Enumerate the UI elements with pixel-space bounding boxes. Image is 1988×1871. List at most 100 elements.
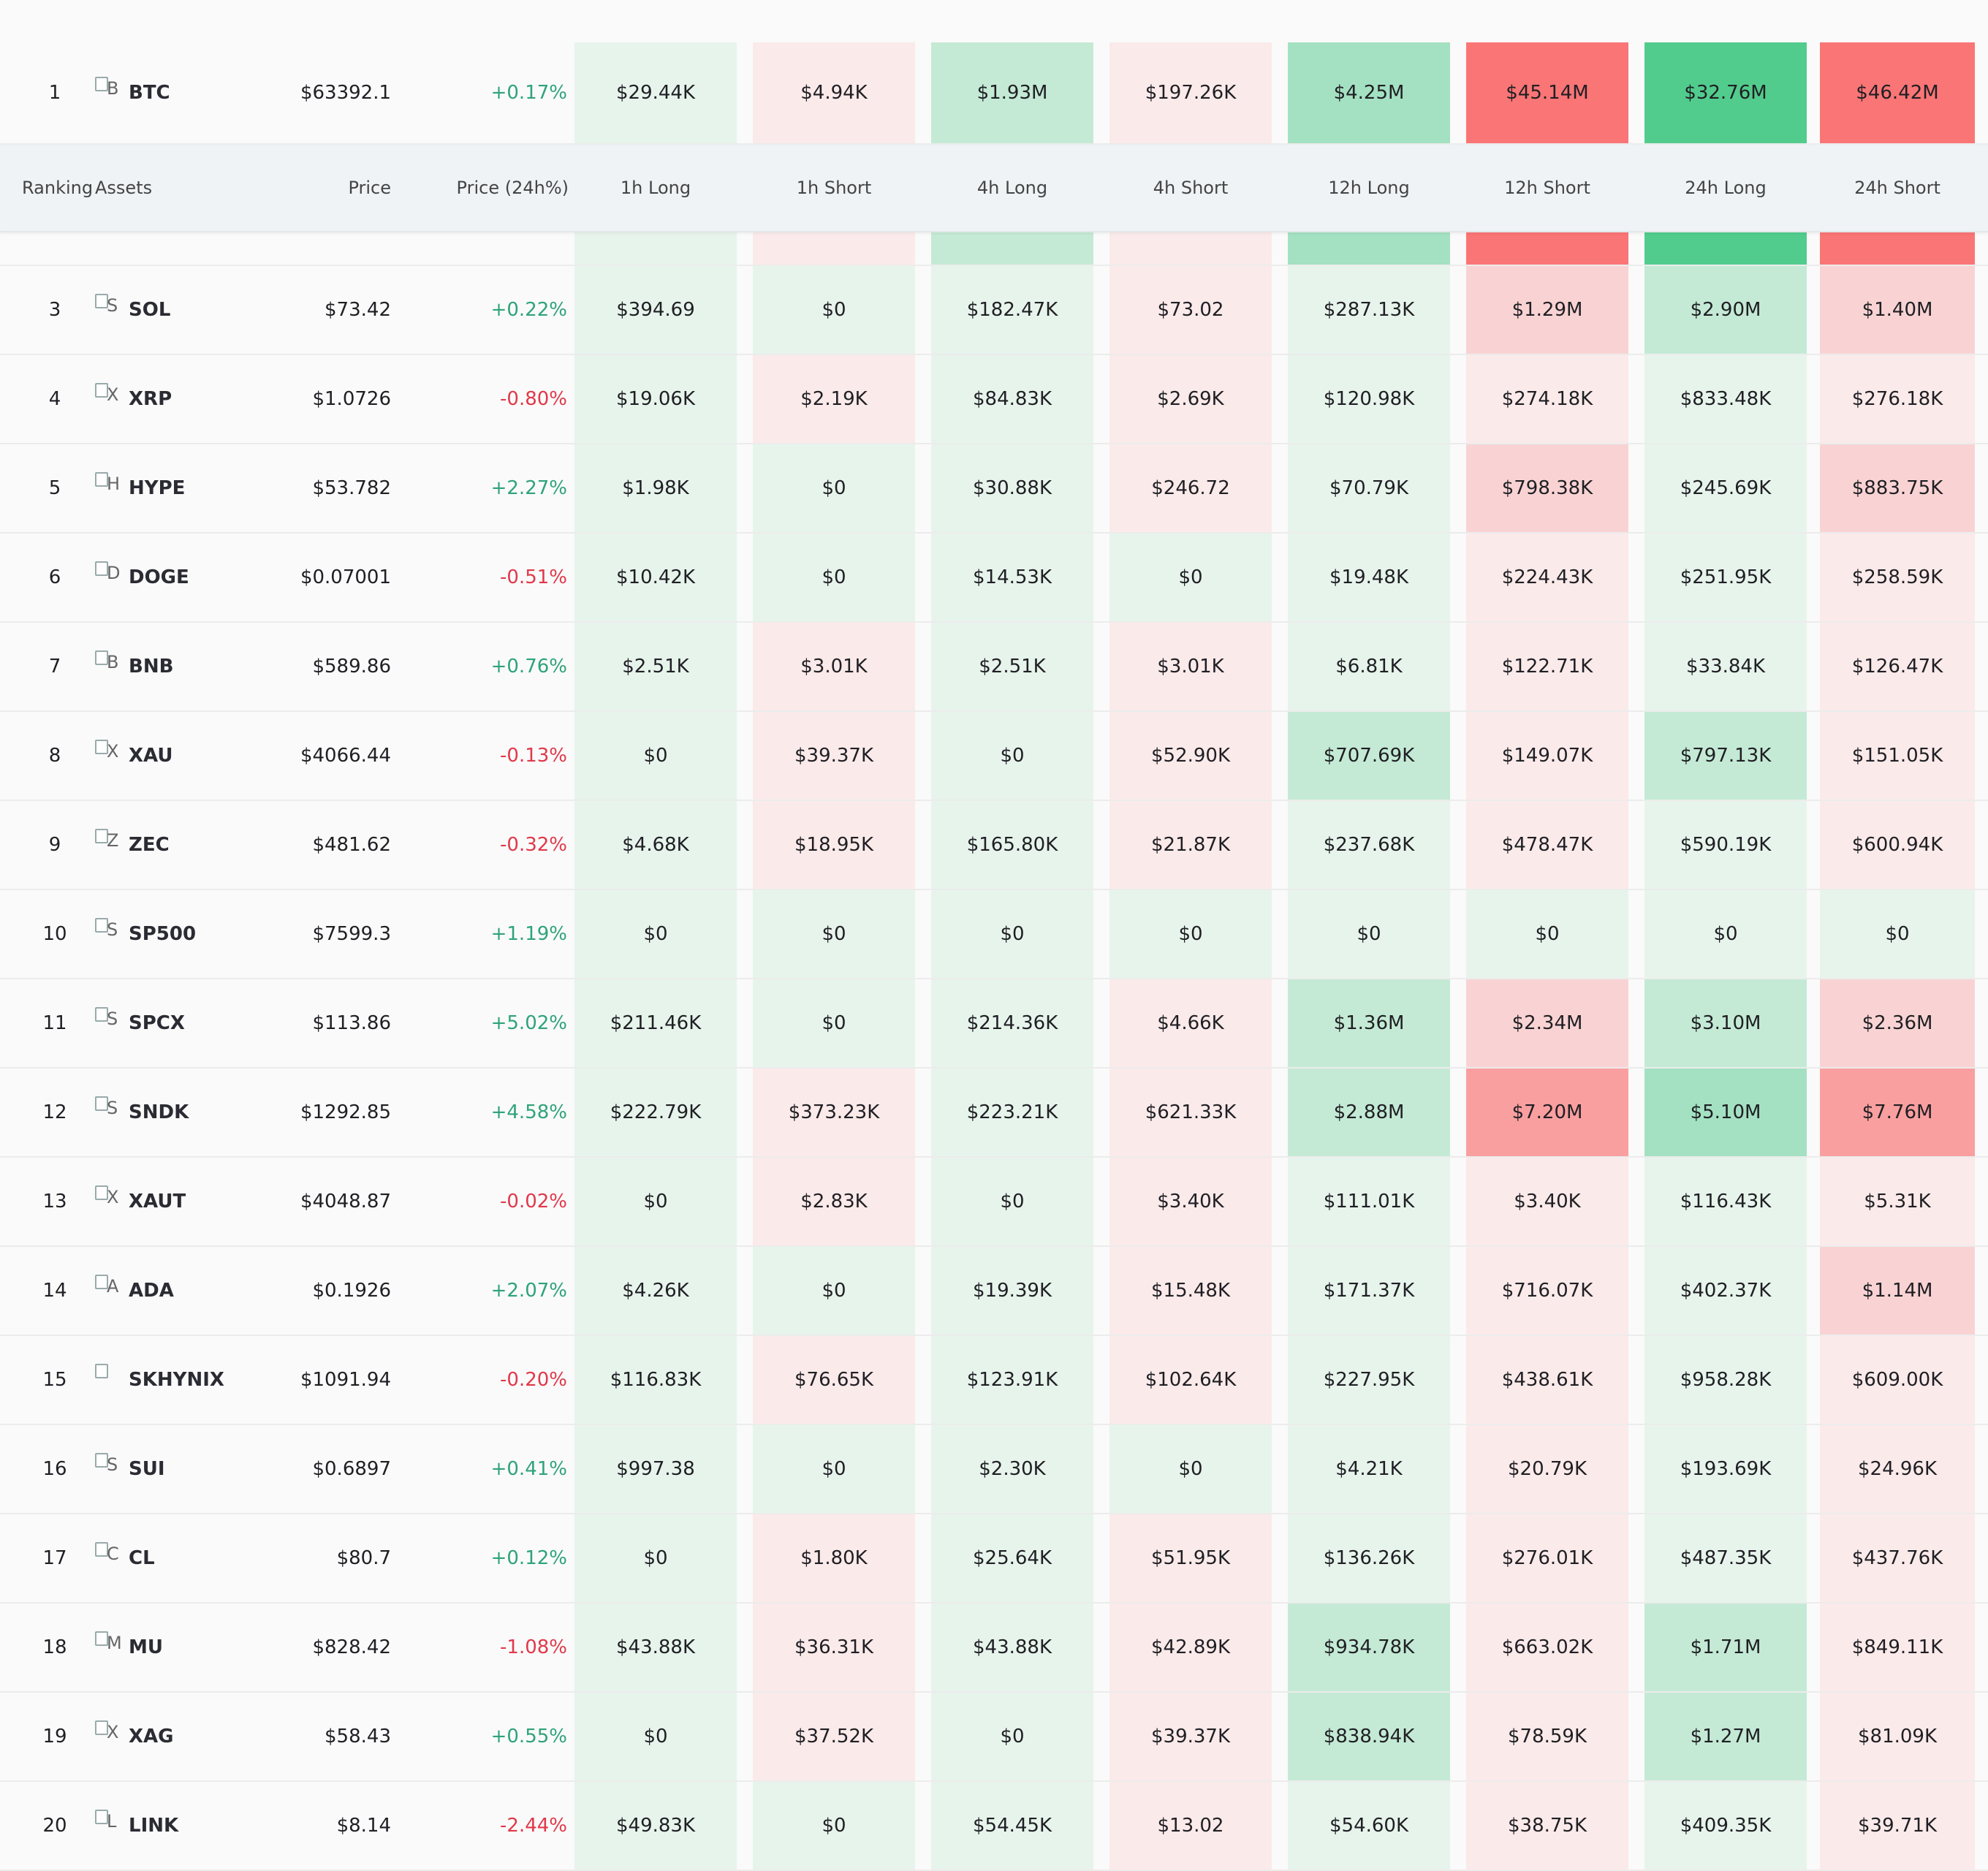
asset-symbol[interactable]: BNB [129, 656, 174, 678]
table-row[interactable]: 7 B BNB $589.86 +0.76% $2.51K $3.01K $2.51K $3.0… [0, 623, 1988, 712]
change-cell: +0.41% [490, 1458, 567, 1480]
table-row[interactable]: 12 S SNDK $1292.85 +4.58% $222.79K $373.23K $22… [0, 1069, 1988, 1158]
asset-symbol[interactable]: LINK [129, 1815, 179, 1837]
liquidation-value-cell: $274.18K [1466, 355, 1628, 443]
asset-cell[interactable]: X XRP [95, 355, 285, 443]
liquidation-value-cell: $590.19K [1644, 801, 1807, 889]
change-cell: -0.02% [500, 1191, 567, 1212]
asset-symbol[interactable]: XRP [129, 388, 172, 410]
table-row[interactable]: 18 M MU $828.42 -1.08% $43.88K $36.31K $43.88K $… [0, 1604, 1988, 1693]
liquidation-value-cell: $0 [753, 266, 915, 354]
asset-symbol[interactable]: SNDK [129, 1101, 189, 1123]
asset-cell[interactable]: Z ZEC [95, 801, 285, 889]
header-ranking[interactable]: Ranking [22, 178, 94, 198]
liquidation-value-cell: $19.39K [931, 1247, 1093, 1335]
asset-cell[interactable]: C CL [95, 1514, 285, 1602]
price-cell: $481.62 [312, 834, 391, 856]
asset-logo-icon: C [95, 1541, 124, 1567]
header-4h-long[interactable]: 4h Long [976, 178, 1048, 198]
liquidation-value-cell: $251.95K [1644, 534, 1807, 621]
asset-cell[interactable]: B BTC [95, 42, 285, 143]
asset-symbol[interactable]: ZEC [129, 834, 170, 856]
asset-cell[interactable]: S SUI [95, 1425, 285, 1513]
asset-symbol[interactable]: CL [129, 1547, 155, 1569]
table-row[interactable]: 13 X XAUT $4048.87 -0.02% $0 $2.83K $0 $3.40K $11… [0, 1158, 1988, 1247]
table-row[interactable]: 1 B BTC $63392.1 +0.17% $29.44K $4.94K $1.93M $1… [0, 42, 1988, 145]
rank-cell: 13 [42, 1191, 67, 1212]
asset-cell[interactable]: H HYPE [95, 444, 285, 532]
table-row[interactable]: 3 S SOL $73.42 +0.22% $394.69 $0 $182.47K $73.02… [0, 266, 1988, 355]
header-24h-long[interactable]: 24h Long [1685, 178, 1767, 198]
asset-logo-letter: M [107, 1633, 122, 1653]
asset-cell[interactable]: X XAG [95, 1693, 285, 1780]
asset-symbol[interactable]: ADA [129, 1280, 174, 1302]
rank-cell: 3 [48, 299, 61, 321]
asset-logo-letter: S [107, 1009, 118, 1029]
table-row[interactable]: 6 D DOGE $0.07001 -0.51% $10.42K $0 $14.53K $0 $1… [0, 534, 1988, 623]
header-price[interactable]: Price [348, 178, 391, 198]
asset-symbol[interactable]: SOL [129, 299, 171, 321]
asset-cell[interactable]: L LINK [95, 1782, 285, 1870]
table-row[interactable]: 17 C CL $80.7 +0.12% $0 $1.80K $25.64K $51.95K $1… [0, 1514, 1988, 1604]
header-24h-short[interactable]: 24h Short [1854, 178, 1940, 198]
header-assets[interactable]: Assets [95, 178, 153, 198]
table-row[interactable]: 10 S SP500 $7599.3 +1.19% $0 $0 $0 $0 $0 $0 $0 $0 [0, 890, 1988, 979]
table-row[interactable]: 16 S SUI $0.6897 +0.41% $997.38 $0 $2.30K $0 $4.2… [0, 1425, 1988, 1514]
asset-cell[interactable]: D DOGE [95, 534, 285, 621]
table-row[interactable]: 14 A ADA $0.1926 +2.07% $4.26K $0 $19.39K $15.48… [0, 1247, 1988, 1336]
price-cell: $4048.87 [300, 1191, 391, 1212]
asset-symbol[interactable]: BTC [129, 82, 170, 104]
header-change[interactable]: Price (24h%) [456, 178, 569, 198]
header-1h-short[interactable]: 1h Short [796, 178, 872, 198]
asset-symbol[interactable]: XAG [129, 1726, 174, 1747]
table-row[interactable]: 4 X XRP $1.0726 -0.80% $19.06K $2.19K $84.83K $2… [0, 355, 1988, 444]
asset-symbol[interactable]: DOGE [129, 566, 189, 588]
liquidation-value-cell: $2.36M [1820, 979, 1975, 1067]
asset-symbol[interactable]: MU [129, 1636, 163, 1658]
asset-symbol[interactable]: SUI [129, 1458, 165, 1480]
change-cell: +4.58% [490, 1101, 567, 1123]
liquidation-value-cell: $102.64K [1109, 1336, 1272, 1424]
table-row[interactable]: 15 SKHYNIX $1091.94 -0.20% $116.83K $76.65K $1… [0, 1336, 1988, 1425]
asset-cell[interactable]: A ADA [95, 1247, 285, 1335]
rank-cell: 11 [42, 1012, 67, 1034]
asset-symbol[interactable]: SPCX [129, 1012, 185, 1034]
asset-logo-letter: D [107, 563, 121, 583]
liquidation-value-cell: $227.95K [1288, 1336, 1450, 1424]
asset-cell[interactable]: S SOL [95, 266, 285, 354]
asset-logo-letter: Z [107, 830, 119, 851]
table-row[interactable]: 9 Z ZEC $481.62 -0.32% $4.68K $18.95K $165.80K $… [0, 801, 1988, 890]
table-row[interactable]: 19 X XAG $58.43 +0.55% $0 $37.52K $0 $39.37K $838… [0, 1693, 1988, 1782]
liquidation-value-cell: $70.79K [1288, 444, 1450, 532]
asset-symbol[interactable]: XAU [129, 745, 173, 767]
header-4h-short[interactable]: 4h Short [1153, 178, 1229, 198]
header-12h-short[interactable]: 12h Short [1504, 178, 1590, 198]
header-12h-long[interactable]: 12h Long [1328, 178, 1410, 198]
asset-cell[interactable]: SKHYNIX [95, 1336, 285, 1424]
table-row[interactable]: 20 L LINK $8.14 -2.44% $49.83K $0 $54.45K $13.02… [0, 1782, 1988, 1871]
asset-cell[interactable]: S SNDK [95, 1069, 285, 1156]
asset-cell[interactable]: S SP500 [95, 890, 285, 978]
change-cell: -0.20% [500, 1369, 567, 1391]
table-row[interactable]: 5 H HYPE $53.782 +2.27% $1.98K $0 $30.88K $246.7… [0, 444, 1988, 534]
header-1h-long[interactable]: 1h Long [620, 178, 691, 198]
rank-cell: 6 [48, 566, 61, 588]
asset-cell[interactable]: X XAU [95, 712, 285, 800]
asset-cell[interactable]: S SPCX [95, 979, 285, 1067]
price-cell: $1292.85 [300, 1101, 391, 1123]
liquidation-value-cell: $402.37K [1644, 1247, 1807, 1335]
asset-cell[interactable]: X XAUT [95, 1158, 285, 1245]
table-row[interactable]: 8 X XAU $4066.44 -0.13% $0 $39.37K $0 $52.90K $70… [0, 712, 1988, 801]
asset-cell[interactable]: B BNB [95, 623, 285, 710]
rank-cell: 8 [48, 745, 61, 767]
asset-cell[interactable]: M MU [95, 1604, 285, 1691]
asset-symbol[interactable]: SP500 [129, 923, 197, 945]
liquidation-value-cell: $18.95K [753, 801, 915, 889]
table-row[interactable]: 11 S SPCX $113.86 +5.02% $211.46K $0 $214.36K $4… [0, 979, 1988, 1069]
asset-symbol[interactable]: SKHYNIX [129, 1369, 224, 1391]
asset-logo-icon: X [95, 1184, 124, 1210]
asset-symbol[interactable]: HYPE [129, 477, 186, 499]
asset-symbol[interactable]: XAUT [129, 1191, 186, 1212]
asset-logo-letter: X [107, 741, 119, 762]
liquidation-value-cell: $0 [753, 534, 915, 621]
